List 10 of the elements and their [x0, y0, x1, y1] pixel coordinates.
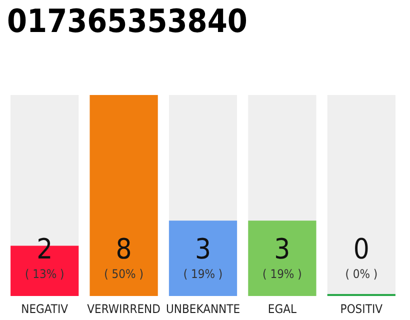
x-tick-label: EGAL [268, 302, 296, 316]
chart-title: 017365353840 [7, 2, 248, 40]
x-tick-label: VERWIRREND [87, 302, 160, 316]
data-label: 8 ( 50% ) [104, 232, 144, 281]
data-label: 3 ( 19% ) [183, 232, 223, 281]
x-tick-label: POSITIV [340, 302, 384, 316]
data-label: 0 ( 0% ) [345, 232, 378, 281]
data-label: 3 ( 19% ) [262, 232, 302, 281]
x-tick-label: NEGATIV [21, 302, 69, 316]
x-tick-label: UNBEKANNTE [166, 302, 240, 316]
